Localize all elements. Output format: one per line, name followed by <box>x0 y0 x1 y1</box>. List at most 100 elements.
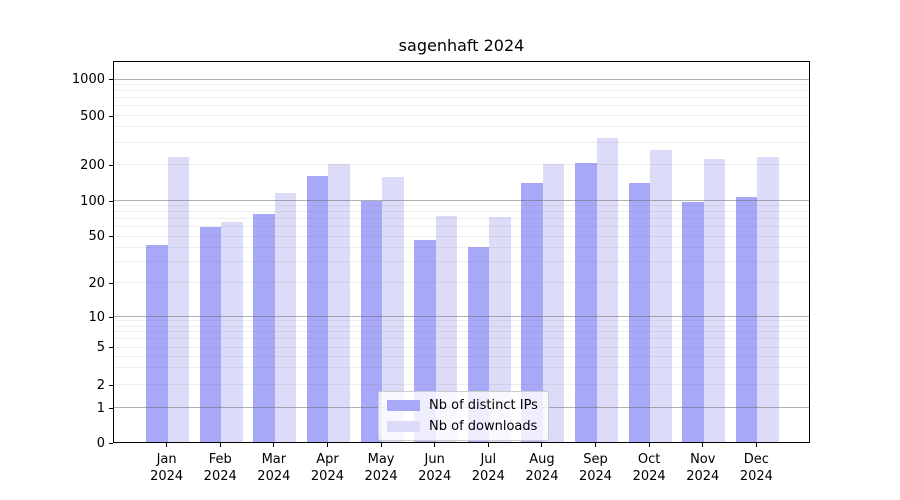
x-tick-year: 2024 <box>632 469 666 484</box>
grid-layer <box>114 62 809 442</box>
gridline-minor-20 <box>114 281 809 283</box>
legend-label-downloads: Nb of downloads <box>429 419 538 434</box>
gridline-minor-70 <box>114 218 809 220</box>
x-tick-mark-oct <box>648 443 650 447</box>
gridline-minor-800 <box>114 90 809 92</box>
y-tick-mark-50 <box>109 236 113 238</box>
x-tick-mark-may <box>380 443 382 447</box>
x-tick-label-apr: Apr 2024 <box>282 451 372 485</box>
bar-downloads-jan <box>167 157 190 442</box>
gridline-minor-200 <box>114 163 809 165</box>
y-tick-mark-200 <box>109 164 113 166</box>
x-tick-mark-dec <box>755 443 757 447</box>
y-tick-label-50: 50 <box>88 229 105 245</box>
x-tick-month: Mar <box>261 452 287 467</box>
x-tick-label-oct: Oct 2024 <box>604 451 694 485</box>
legend: Nb of distinct IPs Nb of downloads <box>378 391 549 441</box>
x-tick-label-nov: Nov 2024 <box>658 451 748 485</box>
legend-item-distinct-ips: Nb of distinct IPs <box>387 398 538 413</box>
bar-downloads-nov <box>703 159 726 442</box>
y-tick-label-2: 2 <box>96 377 105 393</box>
bar-downloads-may <box>382 177 404 442</box>
bar-ips-dec <box>735 197 758 442</box>
gridline-minor-50 <box>114 235 809 237</box>
y-tick-label-20: 20 <box>88 275 105 291</box>
gridline-minor-7 <box>114 331 809 333</box>
x-tick-year: 2024 <box>418 469 452 484</box>
bar-ips-may <box>360 201 383 442</box>
gridline-major-1000 <box>114 78 809 80</box>
bar-ips-jan <box>146 244 168 442</box>
x-tick-year: 2024 <box>686 469 720 484</box>
x-tick-year: 2024 <box>739 469 773 484</box>
y-tick-mark-2 <box>109 384 113 386</box>
gridline-minor-500 <box>114 114 809 116</box>
x-tick-year: 2024 <box>150 469 184 484</box>
bars-layer <box>114 62 809 442</box>
bar-downloads-mar <box>274 192 297 442</box>
gridline-minor-90 <box>114 204 809 206</box>
x-tick-mark-feb <box>219 443 221 447</box>
bar-ips-oct <box>628 183 651 442</box>
x-tick-mark-aug <box>541 443 543 447</box>
chart-title: sagenhaft 2024 <box>398 36 525 55</box>
y-tick-mark-1 <box>109 407 113 409</box>
x-tick-year: 2024 <box>257 469 291 484</box>
y-tick-mark-20 <box>109 282 113 284</box>
x-tick-label-jun: Jun 2024 <box>390 451 480 485</box>
x-tick-year: 2024 <box>310 469 344 484</box>
gridline-minor-40 <box>114 246 809 248</box>
y-tick-label-10: 10 <box>88 309 105 325</box>
x-tick-label-dec: Dec 2024 <box>711 451 801 485</box>
x-tick-label-jul: Jul 2024 <box>443 451 533 485</box>
y-tick-mark-1000 <box>109 79 113 81</box>
bar-downloads-jul <box>489 217 511 442</box>
x-tick-mark-apr <box>326 443 328 447</box>
bar-downloads-jun <box>435 216 458 442</box>
x-tick-month: Jul <box>480 452 497 467</box>
x-tick-label-jan: Jan 2024 <box>122 451 212 485</box>
gridline-minor-6 <box>114 338 809 340</box>
bar-ips-mar <box>253 214 275 442</box>
bar-ips-feb <box>199 227 222 442</box>
x-tick-mark-nov <box>702 443 704 447</box>
y-tick-mark-100 <box>109 200 113 202</box>
y-tick-label-500: 500 <box>80 108 105 124</box>
gridline-minor-30 <box>114 261 809 263</box>
x-tick-label-mar: Mar 2024 <box>229 451 319 485</box>
bar-downloads-aug <box>542 164 565 442</box>
x-tick-month: Apr <box>316 452 339 467</box>
y-tick-label-1: 1 <box>96 400 105 416</box>
legend-swatch-distinct-ips <box>387 400 420 411</box>
x-tick-mark-mar <box>273 443 275 447</box>
x-tick-mark-jun <box>434 443 436 447</box>
gridline-minor-400 <box>114 126 809 128</box>
y-tick-label-200: 200 <box>80 157 105 173</box>
gridline-minor-4 <box>114 355 809 357</box>
x-tick-year: 2024 <box>525 469 559 484</box>
y-tick-label-1000: 1000 <box>71 72 105 88</box>
gridline-minor-2 <box>114 383 809 385</box>
y-tick-mark-5 <box>109 347 113 349</box>
y-tick-label-100: 100 <box>80 193 105 209</box>
gridline-minor-60 <box>114 226 809 228</box>
x-tick-month: Dec <box>743 452 769 467</box>
x-tick-year: 2024 <box>471 469 505 484</box>
x-tick-label-may: May 2024 <box>336 451 426 485</box>
x-tick-month: Feb <box>208 452 232 467</box>
gridline-minor-300 <box>114 141 809 143</box>
bar-ips-sep <box>575 162 597 442</box>
gridline-minor-80 <box>114 211 809 213</box>
gridline-minor-600 <box>114 105 809 107</box>
gridline-minor-3 <box>114 367 809 369</box>
plot-area: Nb of distinct IPs Nb of downloads <box>113 61 810 443</box>
gridline-minor-900 <box>114 83 809 85</box>
gridline-minor-9 <box>114 320 809 322</box>
x-tick-month: Sep <box>583 452 608 467</box>
gridline-major-10 <box>114 315 809 317</box>
x-tick-month: Nov <box>690 452 716 467</box>
legend-item-downloads: Nb of downloads <box>387 419 538 434</box>
bar-ips-aug <box>521 182 543 442</box>
legend-label-distinct-ips: Nb of distinct IPs <box>429 398 538 413</box>
